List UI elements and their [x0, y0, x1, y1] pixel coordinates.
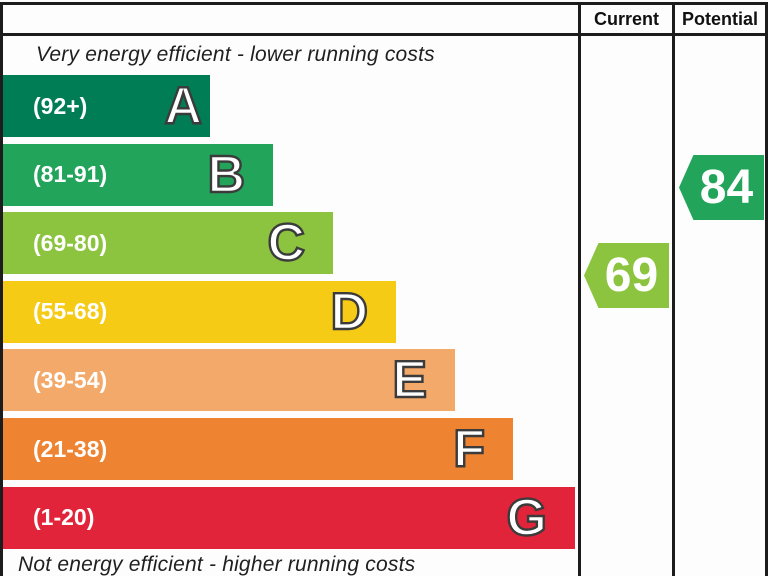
- current-score-badge: 69: [584, 243, 669, 308]
- band-range-label: (81-91): [33, 161, 108, 188]
- band-range-label: (69-80): [33, 229, 108, 256]
- right-border-line: [765, 2, 768, 576]
- top-border-line: [0, 2, 768, 5]
- band-letter: A: [163, 76, 203, 136]
- band-a: (92+) A: [3, 75, 210, 137]
- band-range-label: (39-54): [33, 366, 108, 393]
- potential-score-value: 84: [699, 161, 754, 214]
- current-column-header: Current: [593, 9, 659, 29]
- bottom-caption: Not energy efficient - higher running co…: [18, 553, 416, 576]
- band-letter: C: [266, 213, 306, 273]
- band-e: (39-54) E: [3, 349, 455, 412]
- header-underline: [0, 33, 768, 36]
- band-d: (55-68) D: [3, 280, 396, 343]
- band-b: (81-91) B: [3, 143, 273, 206]
- top-caption: Very energy efficient - lower running co…: [36, 43, 435, 66]
- band-letter: G: [505, 487, 548, 547]
- band-letter: E: [391, 350, 428, 410]
- potential-column-header: Potential: [681, 9, 758, 29]
- potential-column-divider: [672, 2, 675, 576]
- potential-score-badge: 84: [679, 155, 764, 220]
- band-range-label: (55-68): [33, 298, 108, 325]
- band-letter: D: [329, 282, 369, 342]
- band-range-label: (21-38): [33, 435, 108, 462]
- band-letter: B: [206, 144, 246, 204]
- band-g: (1-20) G: [3, 486, 575, 549]
- left-border-line: [0, 2, 3, 576]
- band-f: (21-38) F: [3, 418, 513, 480]
- current-column-divider: [578, 2, 581, 576]
- band-c: (69-80) C: [3, 212, 333, 275]
- current-score-value: 69: [604, 249, 659, 302]
- band-letter: F: [452, 419, 486, 479]
- band-range-label: (92+): [33, 92, 88, 119]
- band-range-label: (1-20): [33, 504, 95, 531]
